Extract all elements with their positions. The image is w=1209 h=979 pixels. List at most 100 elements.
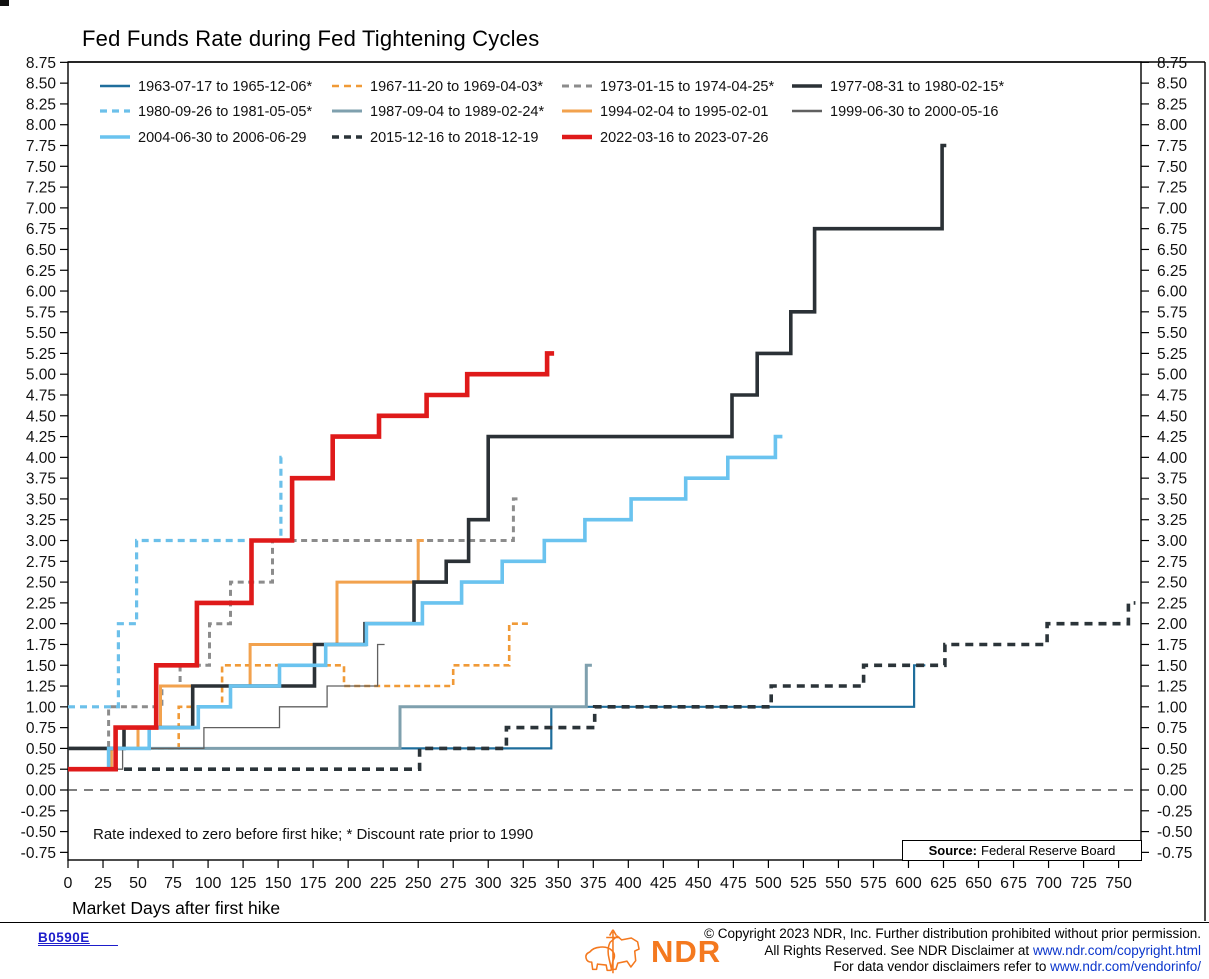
svg-text:1.00: 1.00	[1157, 699, 1188, 716]
svg-text:4.75: 4.75	[26, 387, 56, 404]
svg-text:8.25: 8.25	[1157, 96, 1187, 113]
x-axis: 0 25 50 75 100 125 150 175 200 225 250 275 300 325 350…	[64, 860, 1132, 892]
svg-text:3.00: 3.00	[1157, 533, 1188, 550]
svg-text:150: 150	[265, 875, 292, 892]
legend-item-1994: 1994-02-04 to 1995-02-01	[562, 104, 769, 120]
svg-text:2.50: 2.50	[26, 575, 57, 592]
source-box: Source: Federal Reserve Board	[902, 840, 1142, 861]
legend-item-1967: 1967-11-20 to 1969-04-03*	[332, 79, 543, 95]
svg-text:2.00: 2.00	[1157, 616, 1188, 633]
svg-text:0.00: 0.00	[1157, 783, 1188, 800]
legend-label: 1994-02-04 to 1995-02-01	[600, 104, 769, 120]
svg-text:1.25: 1.25	[1157, 679, 1187, 696]
svg-text:675: 675	[1000, 875, 1027, 892]
svg-text:7.00: 7.00	[1157, 200, 1188, 217]
svg-text:1.50: 1.50	[26, 658, 57, 675]
page-title: Fed Funds Rate during Fed Tightening Cyc…	[82, 26, 540, 51]
svg-text:7.50: 7.50	[26, 159, 57, 176]
legend: 1963-07-17 to 1965-12-06* 1967-11-20 to 1…	[100, 79, 1004, 146]
svg-text:3.50: 3.50	[1157, 491, 1188, 508]
svg-text:4.25: 4.25	[26, 429, 56, 446]
svg-text:5.75: 5.75	[1157, 304, 1187, 321]
svg-text:0: 0	[64, 875, 73, 892]
vendor-line-text: For data vendor disclaimers refer to	[833, 959, 1051, 974]
series-1999	[68, 643, 385, 770]
svg-text:2.25: 2.25	[26, 595, 56, 612]
legend-label: 1987-09-04 to 1989-02-24*	[370, 104, 544, 120]
svg-text:5.50: 5.50	[26, 325, 57, 342]
svg-text:0.25: 0.25	[1157, 762, 1187, 779]
svg-text:425: 425	[650, 875, 677, 892]
svg-text:6.50: 6.50	[1157, 242, 1188, 259]
legend-item-2022: 2022-03-16 to 2023-07-26	[562, 130, 769, 146]
copyright-link[interactable]: www.ndr.com/copyright.html	[1032, 942, 1201, 958]
source-text: Federal Reserve Board	[981, 843, 1116, 858]
svg-text:50: 50	[129, 875, 147, 892]
svg-text:0.50: 0.50	[26, 741, 57, 758]
vendorinfo-link[interactable]: www.ndr.com/vendorinfo/	[1050, 959, 1201, 974]
svg-text:300: 300	[475, 875, 502, 892]
svg-text:6.75: 6.75	[1157, 221, 1187, 238]
svg-text:5.00: 5.00	[26, 367, 57, 384]
svg-text:0.00: 0.00	[26, 783, 57, 800]
svg-text:3.25: 3.25	[26, 512, 56, 529]
svg-text:3.50: 3.50	[26, 491, 57, 508]
svg-text:7.75: 7.75	[1157, 138, 1187, 155]
ndr-logo-text: NDR	[651, 934, 722, 969]
svg-text:325: 325	[510, 875, 537, 892]
report-id-link[interactable]: B0590E	[38, 930, 118, 946]
legend-item-2004: 2004-06-30 to 2006-06-29	[100, 130, 307, 146]
svg-text:8.25: 8.25	[26, 96, 56, 113]
svg-text:550: 550	[825, 875, 852, 892]
legend-label: 1980-09-26 to 1981-05-05*	[138, 104, 312, 120]
legend-label: 1977-08-31 to 1980-02-15*	[830, 79, 1004, 95]
svg-text:750: 750	[1105, 875, 1132, 892]
svg-text:4.00: 4.00	[26, 450, 57, 467]
copyright-block: © Copyright 2023 NDR, Inc. Further distr…	[704, 926, 1201, 976]
legend-item-2015: 2015-12-16 to 2018-12-19	[332, 130, 539, 146]
svg-text:500: 500	[755, 875, 782, 892]
series-1987	[68, 663, 592, 750]
svg-text:5.00: 5.00	[1157, 367, 1188, 384]
svg-text:5.50: 5.50	[1157, 325, 1188, 342]
svg-text:1.00: 1.00	[26, 699, 57, 716]
svg-text:275: 275	[440, 875, 467, 892]
ndr-logo: NDR	[583, 927, 721, 977]
svg-text:6.25: 6.25	[1157, 263, 1187, 280]
copyright-line-2-text: All Rights Reserved. See NDR Disclaimer …	[764, 942, 1033, 958]
legend-label: 2004-06-30 to 2006-06-29	[138, 130, 307, 146]
svg-text:8.75: 8.75	[1157, 55, 1187, 72]
svg-text:-0.25: -0.25	[21, 803, 56, 820]
svg-text:0.75: 0.75	[1157, 720, 1187, 737]
svg-text:4.50: 4.50	[26, 408, 57, 425]
series-1973	[68, 497, 522, 750]
legend-item-1987: 1987-09-04 to 1989-02-24*	[332, 104, 544, 120]
svg-text:75: 75	[164, 875, 182, 892]
svg-text:2.75: 2.75	[26, 554, 56, 571]
svg-text:450: 450	[685, 875, 712, 892]
svg-text:5.25: 5.25	[1157, 346, 1187, 363]
svg-text:-0.75: -0.75	[1157, 845, 1192, 862]
legend-item-1980: 1980-09-26 to 1981-05-05*	[100, 104, 312, 120]
svg-text:-0.25: -0.25	[1157, 803, 1192, 820]
legend-label: 1967-11-20 to 1969-04-03*	[370, 79, 543, 95]
fed-funds-chart-canvas: -0.75 -0.50 -0.25 0.00 0.25 0.50 0.75 1.00 1.25 1…	[21, 55, 1206, 921]
svg-text:375: 375	[580, 875, 607, 892]
svg-text:650: 650	[965, 875, 992, 892]
svg-text:-0.50: -0.50	[1157, 824, 1193, 841]
svg-text:1.75: 1.75	[26, 637, 56, 654]
svg-text:575: 575	[860, 875, 887, 892]
svg-text:6.00: 6.00	[26, 284, 57, 301]
svg-text:700: 700	[1035, 875, 1062, 892]
svg-text:4.75: 4.75	[1157, 387, 1187, 404]
svg-text:3.00: 3.00	[26, 533, 57, 550]
ndr-bull-bear-icon	[585, 929, 640, 974]
legend-item-1999: 1999-06-30 to 2000-05-16	[792, 104, 999, 120]
svg-text:2.75: 2.75	[1157, 554, 1187, 571]
legend-label: 1963-07-17 to 1965-12-06*	[138, 79, 312, 95]
svg-text:7.25: 7.25	[1157, 180, 1187, 197]
legend-label: 1973-01-15 to 1974-04-25*	[600, 79, 774, 95]
svg-text:525: 525	[790, 875, 817, 892]
svg-text:125: 125	[230, 875, 257, 892]
svg-text:475: 475	[720, 875, 747, 892]
